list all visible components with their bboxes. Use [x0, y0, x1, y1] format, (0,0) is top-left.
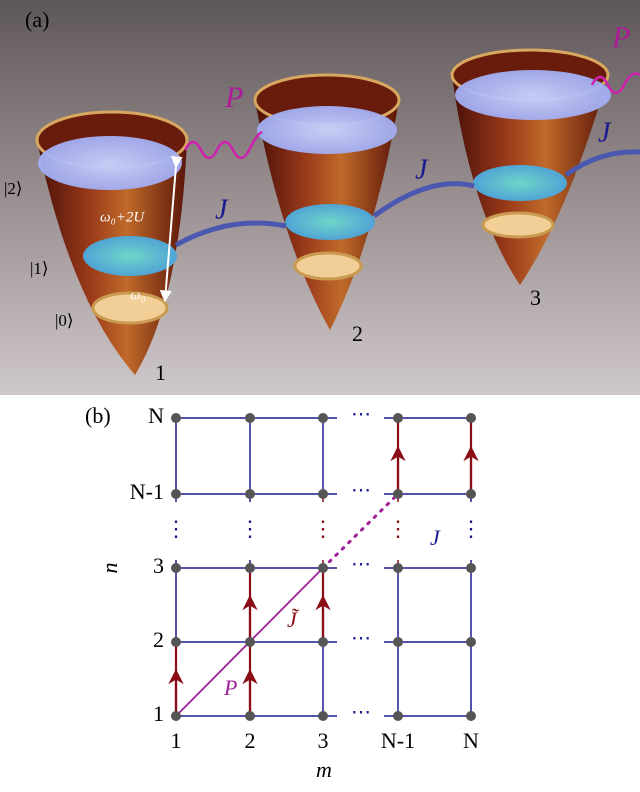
- level-label: |2⟩: [4, 179, 23, 198]
- lattice-node: [393, 413, 403, 423]
- x-tick-label: 3: [318, 728, 329, 753]
- tunneling-label: J: [215, 194, 229, 225]
- level-disk: [38, 136, 182, 190]
- ellipsis: ⋮: [312, 516, 334, 541]
- y-tick-label: 3: [153, 553, 164, 578]
- level-disk: [483, 213, 553, 237]
- drive-label: P: [223, 675, 237, 700]
- panel-label: (a): [25, 7, 49, 32]
- lattice-node: [318, 637, 328, 647]
- lattice-node: [466, 563, 476, 573]
- ellipsis: ⋮: [387, 516, 409, 541]
- lattice-node: [466, 711, 476, 721]
- lattice-node: [318, 563, 328, 573]
- y-tick-label: N-1: [130, 479, 164, 504]
- x-tick-label: N-1: [381, 728, 415, 753]
- x-tick-label: N: [463, 728, 479, 753]
- lattice-node: [393, 563, 403, 573]
- y-tick-label: N: [148, 403, 164, 428]
- lattice-node: [245, 563, 255, 573]
- site-label: 1: [155, 360, 166, 385]
- y-axis-title: n: [97, 563, 122, 574]
- transition-label: ω₀: [130, 287, 146, 303]
- drive-label: P: [224, 81, 243, 114]
- y-tick-label: 2: [153, 627, 164, 652]
- lattice-node: [171, 563, 181, 573]
- panel-a: (a) P P J J J |2⟩ |1⟩ |0⟩ ω₀+2U ω₀ 1 2 3: [0, 0, 640, 395]
- tunneling-tilde-label: J̃: [287, 607, 300, 632]
- lattice-node: [171, 489, 181, 499]
- level-label: |0⟩: [55, 311, 74, 330]
- x-tick-label: 2: [245, 728, 256, 753]
- ellipsis: ⋮: [460, 516, 482, 541]
- lattice-node: [171, 637, 181, 647]
- ellipsis: ⋯: [351, 702, 371, 724]
- lattice-node: [466, 413, 476, 423]
- site-label: 2: [352, 321, 363, 346]
- tunneling-label: J: [598, 117, 612, 148]
- y-tick-label: 1: [153, 701, 164, 726]
- level-disk: [285, 204, 375, 240]
- lattice-node: [171, 711, 181, 721]
- panel-label: (b): [85, 403, 111, 428]
- lattice-node: [393, 489, 403, 499]
- ellipsis: ⋮: [239, 516, 261, 541]
- level-disk: [295, 253, 361, 279]
- lattice-node: [171, 413, 181, 423]
- tunneling-label: J: [415, 154, 429, 185]
- lattice-node: [245, 637, 255, 647]
- ellipsis: ⋮: [165, 516, 187, 541]
- lattice-node: [393, 711, 403, 721]
- lattice-node: [245, 413, 255, 423]
- lattice-node: [245, 711, 255, 721]
- lattice-node: [393, 637, 403, 647]
- ellipsis: ⋯: [351, 628, 371, 650]
- x-axis-title: m: [316, 757, 332, 782]
- site-label: 3: [530, 285, 541, 310]
- level-disk: [257, 106, 397, 154]
- lattice-node: [318, 413, 328, 423]
- drive-label: P: [611, 21, 630, 54]
- transition-label: ω₀+2U: [100, 209, 145, 225]
- lattice-node: [466, 637, 476, 647]
- lattice-node: [245, 489, 255, 499]
- level-disk: [455, 70, 611, 120]
- tunneling-label: J: [430, 525, 441, 550]
- lattice-node: [318, 711, 328, 721]
- ellipsis: ⋯: [351, 554, 371, 576]
- lattice-node: [318, 489, 328, 499]
- ellipsis: ⋯: [351, 480, 371, 502]
- x-tick-label: 1: [171, 728, 182, 753]
- figure: (a) P P J J J |2⟩ |1⟩ |0⟩ ω₀+2U ω₀ 1 2 3…: [0, 0, 640, 792]
- level-disk: [473, 165, 567, 201]
- ellipsis: ⋯: [351, 404, 371, 426]
- level-label: |1⟩: [30, 259, 49, 278]
- level-disk: [83, 236, 177, 276]
- lattice-node: [466, 489, 476, 499]
